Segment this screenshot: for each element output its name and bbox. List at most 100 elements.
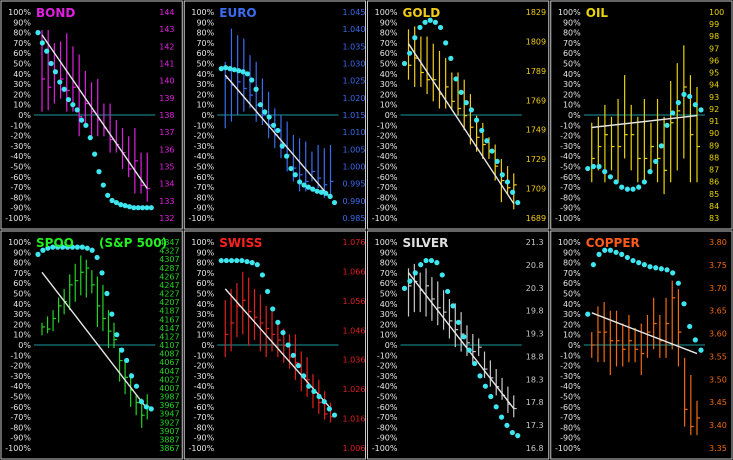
left-tick-label: 90%: [563, 18, 581, 27]
right-tick-label: 138: [159, 111, 174, 120]
right-tick-label: 3.40: [709, 421, 727, 430]
oscillator-dot: [290, 352, 296, 358]
right-tick-label: 4227: [159, 290, 179, 299]
right-tick-label: 18.3: [526, 375, 544, 384]
right-tick-label: 1.036: [343, 356, 366, 365]
left-tick-label: 10%: [380, 101, 398, 110]
left-tick-label: 70%: [380, 39, 398, 48]
oscillator-dot: [118, 202, 124, 208]
left-tick-label: -80%: [377, 423, 398, 432]
left-tick-label: 40%: [563, 70, 581, 79]
oscillator-dot: [69, 244, 76, 250]
oscillator-dot: [275, 127, 281, 134]
left-tick-label: -90%: [377, 434, 398, 443]
left-tick-label: 40%: [380, 300, 398, 309]
oscillator-dot: [432, 19, 438, 25]
left-tick-label: -90%: [560, 204, 581, 213]
left-tick-label: -40%: [194, 382, 215, 391]
oscillator-dot: [218, 257, 224, 264]
left-tick-label: 90%: [196, 248, 214, 257]
oscillator-dot: [100, 182, 106, 188]
right-tick-label: 4087: [159, 350, 179, 359]
left-tick-label: -100%: [555, 444, 581, 453]
oscillator-dot: [259, 272, 266, 278]
oscillator-dot: [619, 251, 625, 257]
right-tick-label: 134: [159, 180, 174, 189]
oscillator-dot: [504, 179, 511, 185]
right-tick-label: 20.8: [526, 261, 544, 270]
oscillator-dot: [218, 66, 224, 72]
oscillator-dot: [647, 169, 653, 175]
oscillator-dot: [249, 260, 255, 266]
left-tick-label: 30%: [196, 80, 214, 89]
right-tick-label: 142: [159, 42, 174, 51]
oscillator-dot: [670, 110, 676, 116]
left-tick-label: 20%: [196, 90, 214, 99]
left-tick-label: -50%: [377, 393, 398, 402]
oscillator-dot: [515, 199, 521, 206]
oscillator-dot: [463, 100, 469, 106]
oscillator-dot: [596, 163, 602, 170]
left-tick-label: 50%: [563, 290, 581, 299]
left-tick-label: -100%: [372, 444, 398, 453]
left-tick-label: 0%: [385, 341, 398, 350]
left-tick-label: -40%: [10, 382, 31, 391]
oscillator-dot: [585, 165, 591, 172]
left-tick-label: -40%: [560, 382, 581, 391]
oscillator-dot: [488, 393, 494, 400]
right-tick-label: 1809: [526, 37, 546, 46]
oscillator-dot: [105, 192, 111, 198]
oscillator-dot: [74, 244, 80, 250]
right-tick-label: 3.45: [709, 398, 727, 407]
oscillator-dot: [96, 169, 102, 175]
panel-border: [367, 0, 550, 230]
right-tick-label: 83: [709, 214, 719, 223]
left-tick-label: 20%: [563, 320, 581, 329]
left-tick-label: 70%: [13, 39, 31, 48]
right-tick-label: 92: [709, 105, 719, 114]
oscillator-dot: [297, 179, 303, 185]
left-tick-label: 100%: [8, 238, 31, 247]
oscillator-dot: [664, 122, 670, 128]
right-tick-label: 84: [709, 202, 719, 211]
oscillator-dot: [417, 24, 423, 31]
left-tick-label: -20%: [194, 362, 215, 371]
left-tick-label: 50%: [380, 290, 398, 299]
right-tick-label: 91: [709, 117, 719, 126]
right-tick-label: 4187: [159, 307, 179, 316]
left-tick-label: 0%: [18, 341, 31, 350]
right-tick-label: 140: [159, 77, 174, 86]
panel-title: COPPER: [586, 236, 640, 250]
right-tick-label: 1.016: [343, 415, 366, 424]
oscillator-dot: [327, 193, 333, 199]
left-tick-label: 10%: [563, 101, 581, 110]
panel-spoo: 100%90% 80%70%60% 50%40%30%20% 10%0%-10% -20…: [0, 230, 183, 460]
right-tick-label: 3.35: [709, 444, 727, 453]
right-tick-label: 90: [709, 129, 719, 138]
left-tick-label: 60%: [380, 279, 398, 288]
left-tick-label: -90%: [194, 204, 215, 213]
trend-line: [224, 288, 332, 409]
left-tick-label: -100%: [188, 444, 214, 453]
oscillator-dot: [275, 319, 281, 325]
right-tick-label: 93: [709, 93, 719, 102]
left-tick-label: 90%: [563, 248, 581, 257]
right-tick-label: 4027: [159, 375, 179, 384]
left-tick-label: 70%: [563, 269, 581, 278]
oscillator-dot: [445, 288, 451, 295]
left-tick-label: 0%: [568, 341, 581, 350]
left-tick-label: 90%: [380, 18, 398, 27]
right-tick-label: 1.035: [343, 42, 366, 51]
left-tick-label: 90%: [196, 18, 214, 27]
panel-bond: 100%90% 80%70%60% 50%40%30%20% 10%0%-10% -20…: [0, 0, 183, 230]
right-tick-label: 3.80: [709, 238, 727, 247]
right-tick-label: 0.985: [343, 214, 366, 223]
left-tick-label: -70%: [194, 183, 215, 192]
oscillator-dot: [40, 247, 46, 253]
left-tick-label: 60%: [196, 279, 214, 288]
left-tick-label: 80%: [13, 29, 31, 38]
right-tick-label: 133: [159, 197, 174, 206]
panel-title: SILVER: [403, 236, 449, 250]
panel-swiss: 100%90% 80%70%60% 50%40%30%20% 10%0%-10% -20…: [183, 230, 366, 460]
oscillator-dot: [87, 135, 93, 141]
